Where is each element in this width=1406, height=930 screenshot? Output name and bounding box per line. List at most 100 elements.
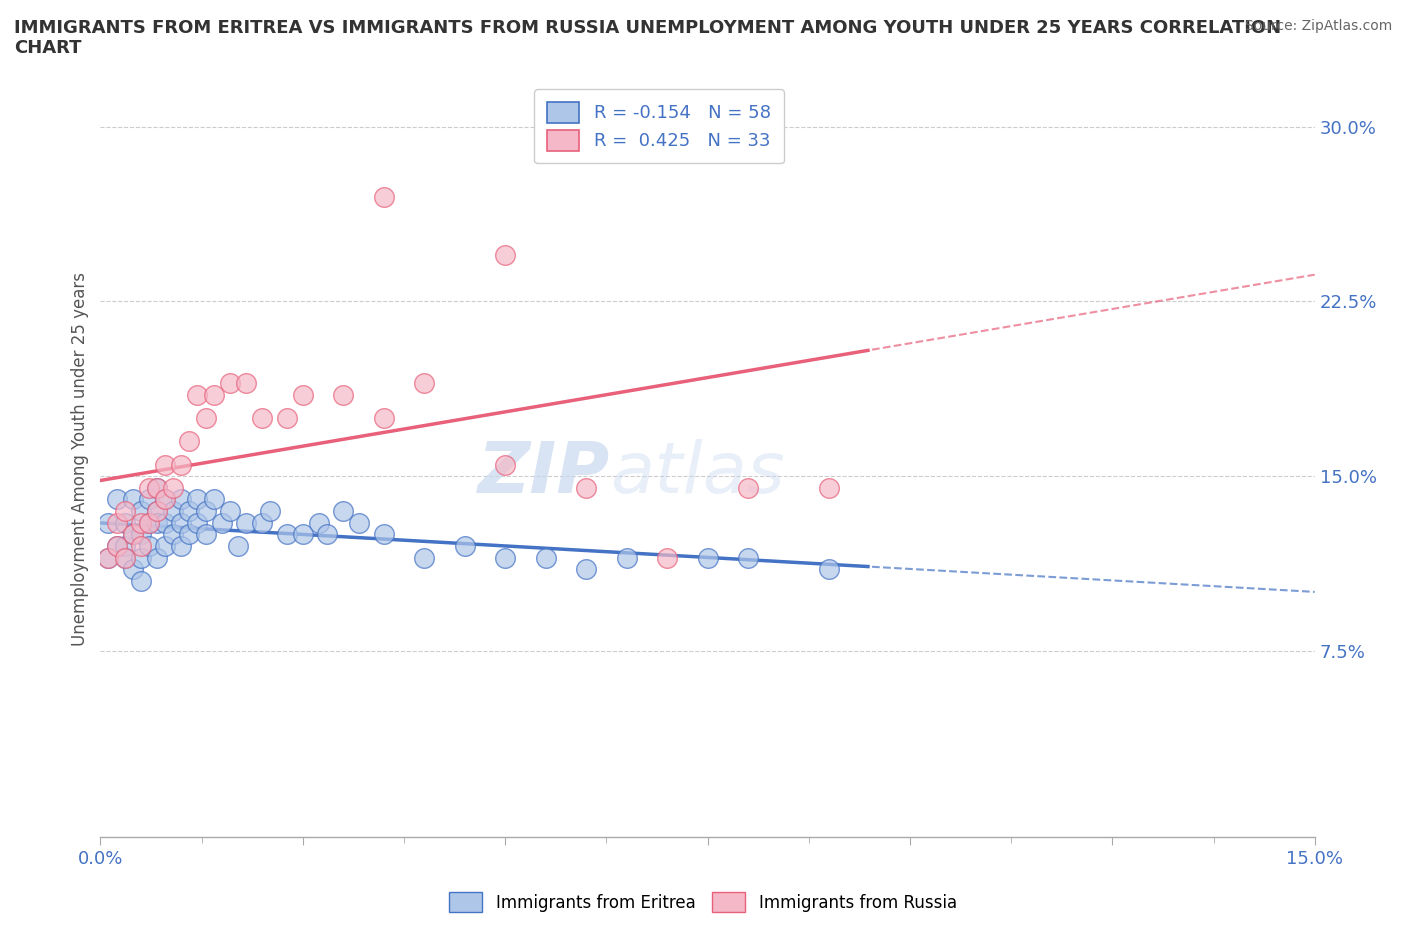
Point <box>138 515 160 530</box>
Point <box>818 481 841 496</box>
Point <box>413 551 436 565</box>
Point <box>453 538 475 553</box>
Point <box>121 527 143 542</box>
Point <box>170 515 193 530</box>
Point <box>186 515 208 530</box>
Point <box>696 551 718 565</box>
Point <box>146 504 169 519</box>
Point <box>105 538 128 553</box>
Point <box>121 492 143 507</box>
Point <box>146 481 169 496</box>
Point <box>252 410 274 425</box>
Point <box>146 515 169 530</box>
Point <box>105 538 128 553</box>
Point <box>332 387 354 402</box>
Point <box>153 457 176 472</box>
Point <box>219 376 242 391</box>
Text: IMMIGRANTS FROM ERITREA VS IMMIGRANTS FROM RUSSIA UNEMPLOYMENT AMONG YOUTH UNDER: IMMIGRANTS FROM ERITREA VS IMMIGRANTS FR… <box>14 19 1281 58</box>
Point <box>129 538 152 553</box>
Y-axis label: Unemployment Among Youth under 25 years: Unemployment Among Youth under 25 years <box>72 272 89 645</box>
Point <box>97 551 120 565</box>
Point <box>818 562 841 577</box>
Point <box>373 189 395 204</box>
Point <box>153 515 176 530</box>
Point <box>179 504 201 519</box>
Point <box>235 376 257 391</box>
Point <box>114 551 136 565</box>
Point <box>153 538 176 553</box>
Point <box>219 504 242 519</box>
Point <box>129 504 152 519</box>
Point <box>616 551 638 565</box>
Point <box>105 515 128 530</box>
Point <box>186 492 208 507</box>
Point <box>235 515 257 530</box>
Point <box>114 504 136 519</box>
Point <box>138 515 160 530</box>
Point <box>194 527 217 542</box>
Point <box>534 551 557 565</box>
Point <box>97 551 120 565</box>
Point <box>170 457 193 472</box>
Point <box>146 481 169 496</box>
Point <box>616 131 638 146</box>
Point <box>316 527 339 542</box>
Point <box>129 574 152 589</box>
Point <box>138 481 160 496</box>
Point <box>276 527 298 542</box>
Point <box>252 515 274 530</box>
Point <box>129 551 152 565</box>
Legend: Immigrants from Eritrea, Immigrants from Russia: Immigrants from Eritrea, Immigrants from… <box>439 883 967 922</box>
Point <box>162 527 184 542</box>
Point <box>105 492 128 507</box>
Point <box>349 515 371 530</box>
Point <box>170 492 193 507</box>
Point <box>97 515 120 530</box>
Point <box>737 551 759 565</box>
Text: atlas: atlas <box>610 439 785 509</box>
Point <box>211 515 233 530</box>
Point <box>138 492 160 507</box>
Point <box>179 433 201 448</box>
Point <box>179 527 201 542</box>
Point <box>276 410 298 425</box>
Point <box>308 515 330 530</box>
Point <box>146 551 169 565</box>
Point <box>655 551 678 565</box>
Point <box>291 527 314 542</box>
Point <box>737 481 759 496</box>
Point <box>494 551 516 565</box>
Point <box>575 562 598 577</box>
Point <box>129 515 152 530</box>
Point <box>114 551 136 565</box>
Point <box>373 527 395 542</box>
Point <box>226 538 249 553</box>
Point <box>114 538 136 553</box>
Point <box>194 410 217 425</box>
Text: ZIP: ZIP <box>478 439 610 509</box>
Point <box>170 538 193 553</box>
Point <box>146 504 169 519</box>
Point <box>413 376 436 391</box>
Point <box>202 492 225 507</box>
Point <box>162 481 184 496</box>
Point <box>153 492 176 507</box>
Point <box>121 527 143 542</box>
Point <box>202 387 225 402</box>
Point <box>373 410 395 425</box>
Point <box>575 481 598 496</box>
Point <box>121 562 143 577</box>
Point <box>186 387 208 402</box>
Point <box>332 504 354 519</box>
Text: Source: ZipAtlas.com: Source: ZipAtlas.com <box>1244 19 1392 33</box>
Legend: R = -0.154   N = 58, R =  0.425   N = 33: R = -0.154 N = 58, R = 0.425 N = 33 <box>534 89 783 164</box>
Point <box>162 504 184 519</box>
Point <box>494 247 516 262</box>
Point <box>194 504 217 519</box>
Point <box>153 492 176 507</box>
Point <box>494 457 516 472</box>
Point <box>138 538 160 553</box>
Point <box>259 504 281 519</box>
Point <box>291 387 314 402</box>
Point <box>129 527 152 542</box>
